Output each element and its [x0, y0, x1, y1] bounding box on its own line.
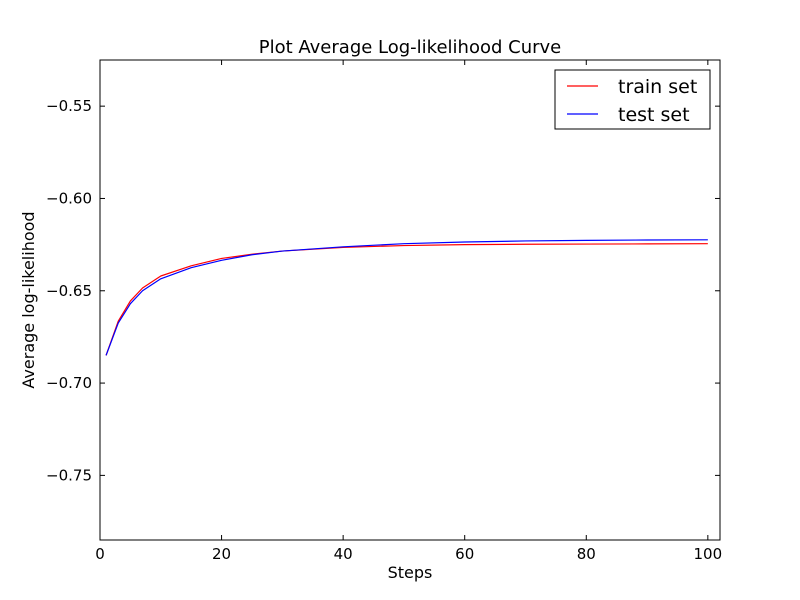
- y-axis-ticks: −0.55 −0.60 −0.65 −0.70 −0.75: [46, 97, 720, 484]
- y-axis-label: Average log-likelihood: [19, 211, 38, 388]
- x-axis-ticks: 0 20 40 60 80 100: [95, 60, 722, 563]
- y-tick-label: −0.60: [46, 189, 92, 207]
- x-tick-label: 100: [694, 545, 723, 563]
- legend: train set test set: [554, 69, 711, 130]
- x-axis-label: Steps: [388, 563, 433, 582]
- plot-area: [100, 60, 720, 540]
- series-layer: [105, 239, 708, 356]
- chart-title: Plot Average Log-likelihood Curve: [259, 37, 561, 58]
- x-tick-label: 20: [212, 545, 231, 563]
- series-line-test-set: [105, 239, 708, 356]
- x-tick-label: 0: [95, 545, 105, 563]
- x-tick-label: 40: [334, 545, 353, 563]
- plot-frame: [99, 59, 721, 541]
- legend-box: [554, 69, 711, 130]
- legend-label-test-set: test set: [618, 104, 690, 126]
- x-tick-label: 60: [455, 545, 474, 563]
- y-tick-label: −0.70: [46, 374, 92, 392]
- y-tick-label: −0.65: [46, 282, 92, 300]
- y-tick-label: −0.55: [46, 97, 92, 115]
- legend-label-train-set: train set: [618, 76, 697, 98]
- y-tick-label: −0.75: [46, 466, 92, 484]
- x-tick-label: 80: [577, 545, 596, 563]
